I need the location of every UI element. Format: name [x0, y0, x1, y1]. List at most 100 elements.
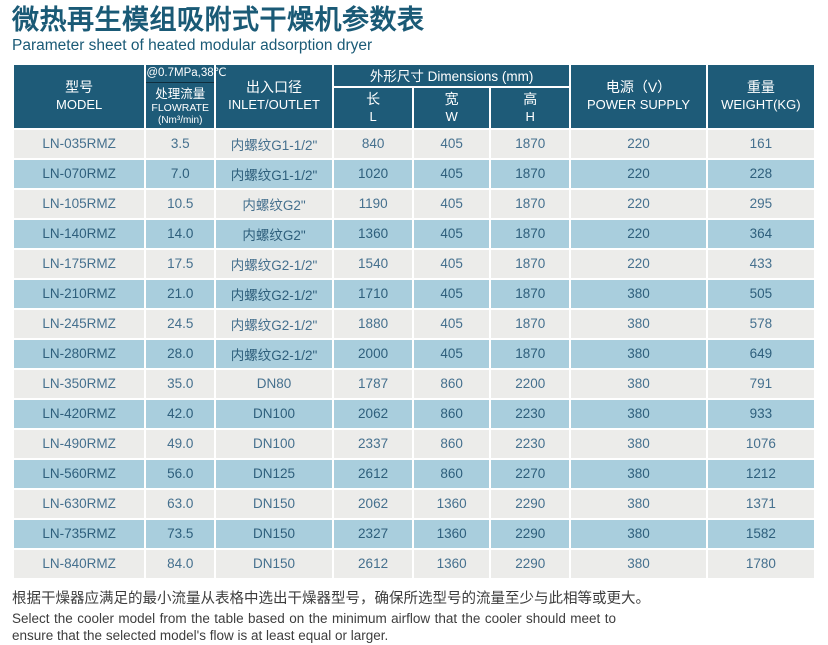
table-cell: LN-210RMZ — [11, 277, 147, 310]
table-cell: DN150 — [214, 517, 334, 550]
table-cell: 364 — [705, 217, 817, 250]
header-width: 宽 W — [412, 85, 492, 130]
header-inlet-en: INLET/OUTLET — [228, 97, 320, 113]
table-cell: 380 — [569, 457, 708, 490]
table-cell: 10.5 — [144, 187, 217, 220]
table-cell: 1870 — [489, 337, 572, 370]
header-inlet-outlet: 出入口径 INLET/OUTLET — [214, 62, 334, 130]
table-cell: 228 — [705, 157, 817, 190]
table-cell: 1870 — [489, 307, 572, 340]
table-cell: 2062 — [331, 487, 415, 520]
table-cell: LN-840RMZ — [11, 547, 147, 580]
table-cell: 220 — [569, 127, 708, 160]
header-height-en: H — [525, 108, 535, 124]
table-cell: 1880 — [331, 307, 415, 340]
table-row: LN-245RMZ 24.5 内螺纹G2-1/2" 1880 405 1870 380 578 — [11, 307, 817, 340]
table-cell: 28.0 — [144, 337, 217, 370]
table-cell: DN80 — [214, 367, 334, 400]
header-weight-en: WEIGHT(KG) — [721, 97, 801, 113]
table-body: LN-035RMZ 3.5 内螺纹G1-1/2" 840 405 1870 220 161 LN… — [11, 127, 817, 580]
table-cell: 35.0 — [144, 367, 217, 400]
table-row: LN-420RMZ 42.0 DN100 2062 860 2230 380 933 — [11, 397, 817, 430]
table-cell: 380 — [569, 307, 708, 340]
table-cell: 内螺纹G2-1/2" — [214, 247, 334, 280]
table-cell: 内螺纹G2" — [214, 217, 334, 250]
table-cell: 220 — [569, 157, 708, 190]
table-cell: 内螺纹G2-1/2" — [214, 337, 334, 370]
header-weight: 重量 WEIGHT(KG) — [705, 62, 817, 130]
table-cell: 2270 — [489, 457, 572, 490]
header-model-en: MODEL — [56, 97, 103, 113]
table-cell: 73.5 — [144, 517, 217, 550]
header-length: 长 L — [331, 85, 415, 130]
table-cell: 380 — [569, 277, 708, 310]
header-dimensions-group: 外形尺寸 Dimensions (mm) — [331, 62, 572, 88]
table-cell: LN-630RMZ — [11, 487, 147, 520]
footnote-en: Select the cooler model from the table b… — [12, 610, 616, 643]
table-cell: 380 — [569, 517, 708, 550]
table-cell: 内螺纹G2-1/2" — [214, 277, 334, 310]
table-cell: 1212 — [705, 457, 817, 490]
footnote: 根据干燥器应满足的最小流量从表格中选出干燥器型号，确保所选型号的流量至少与此相等… — [12, 590, 816, 645]
title-block: 微热再生模组吸附式干燥机参数表 Parameter sheet of heate… — [12, 5, 816, 56]
header-flowrate-condition: @0.7MPa,38℃ — [146, 65, 227, 83]
table-cell: 1870 — [489, 217, 572, 250]
table-row: LN-735RMZ 73.5 DN150 2327 1360 2290 380 1582 — [11, 517, 817, 550]
table-cell: 380 — [569, 487, 708, 520]
table-cell: 1710 — [331, 277, 415, 310]
table-cell: LN-420RMZ — [11, 397, 147, 430]
header-height-zh: 高 — [523, 90, 538, 107]
table-row: LN-840RMZ 84.0 DN150 2612 1360 2290 380 1780 — [11, 547, 817, 580]
table-cell: 17.5 — [144, 247, 217, 280]
table-cell: 405 — [412, 337, 492, 370]
header-height: 高 H — [489, 85, 572, 130]
parameter-table: 型号 MODEL @0.7MPa,38℃ 处理流量 FLOWRATE (Nm³/… — [11, 62, 817, 580]
table-cell: 内螺纹G1-1/2" — [214, 157, 334, 190]
header-inlet-zh: 出入口径 — [246, 79, 303, 96]
header-flowrate: @0.7MPa,38℃ 处理流量 FLOWRATE (Nm³/min) — [144, 62, 227, 130]
table-cell: 161 — [705, 127, 817, 160]
footnote-zh: 根据干燥器应满足的最小流量从表格中选出干燥器型号，确保所选型号的流量至少与此相等… — [12, 590, 650, 607]
table-cell: DN100 — [214, 397, 334, 430]
table-cell: 405 — [412, 247, 492, 280]
table-cell: 220 — [569, 217, 708, 250]
table-cell: 1870 — [489, 277, 572, 310]
table-cell: 405 — [412, 217, 492, 250]
table-cell: 49.0 — [144, 427, 217, 460]
header-power-en: POWER SUPPLY — [586, 97, 691, 113]
table-cell: 2230 — [489, 427, 572, 460]
table-cell: 14.0 — [144, 217, 217, 250]
table-cell: 内螺纹G2" — [214, 187, 334, 220]
table-row: LN-105RMZ 10.5 内螺纹G2" 1190 405 1870 220 295 — [11, 187, 817, 220]
table-cell: 578 — [705, 307, 817, 340]
table-cell: 1870 — [489, 127, 572, 160]
table-cell: 2337 — [331, 427, 415, 460]
header-model-zh: 型号 — [65, 79, 94, 96]
table-cell: 1360 — [412, 487, 492, 520]
header-model: 型号 MODEL — [11, 62, 147, 130]
table-cell: 42.0 — [144, 397, 217, 430]
table-cell: 84.0 — [144, 547, 217, 580]
table-cell: 63.0 — [144, 487, 217, 520]
table-cell: 380 — [569, 367, 708, 400]
table-row: LN-070RMZ 7.0 内螺纹G1-1/2" 1020 405 1870 220 228 — [11, 157, 817, 190]
table-cell: 1540 — [331, 247, 415, 280]
header-flowrate-unit: (Nm³/min) — [157, 115, 203, 127]
table-cell: 2327 — [331, 517, 415, 550]
header-length-zh: 长 — [366, 90, 381, 107]
table-cell: LN-070RMZ — [11, 157, 147, 190]
table-cell: 1870 — [489, 187, 572, 220]
header-width-zh: 宽 — [444, 90, 459, 107]
table-cell: 860 — [412, 367, 492, 400]
table-cell: 433 — [705, 247, 817, 280]
table-cell: 405 — [412, 157, 492, 190]
table-cell: 380 — [569, 427, 708, 460]
table-cell: 1780 — [705, 547, 817, 580]
header-flowrate-en: FLOWRATE — [151, 102, 209, 115]
table-cell: DN150 — [214, 487, 334, 520]
table-cell: 3.5 — [144, 127, 217, 160]
table-cell: 405 — [412, 187, 492, 220]
table-cell: DN150 — [214, 547, 334, 580]
table-cell: 2290 — [489, 517, 572, 550]
table-cell: LN-350RMZ — [11, 367, 147, 400]
